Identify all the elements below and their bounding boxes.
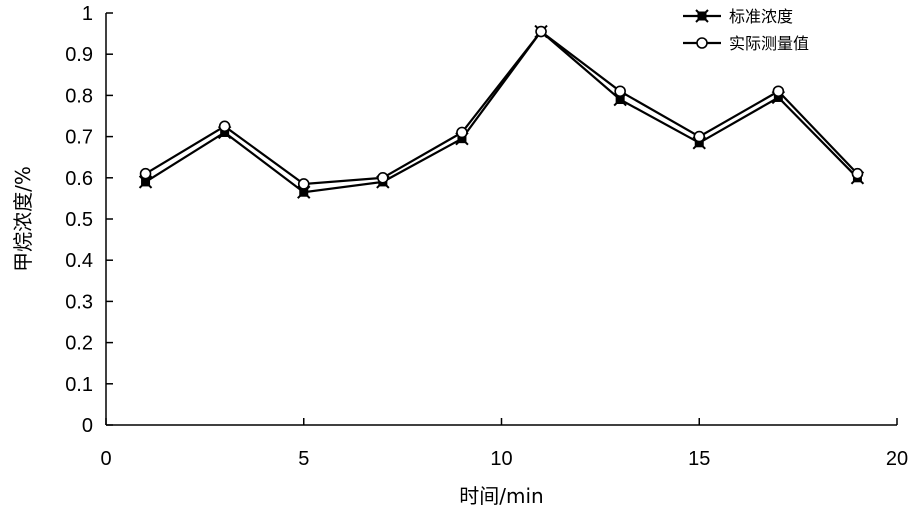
y-axis-label: 甲烷浓度/%: [11, 166, 35, 272]
data-point: [614, 85, 626, 98]
data-point: [138, 175, 153, 189]
legend-label: 标准浓度: [729, 7, 793, 26]
series-line: [145, 29, 859, 186]
y-tick-label: 0.1: [65, 374, 93, 396]
x-axis-label: 时间/min: [459, 484, 543, 508]
legend-marker: [696, 37, 708, 49]
data-point: [851, 167, 864, 180]
legend-item-1: 标准浓度: [683, 7, 793, 26]
legend-item-2: 实际测量值: [683, 34, 809, 53]
y-tick-label: 0.3: [65, 291, 93, 313]
y-tick-label: 0.2: [65, 333, 93, 355]
legend-label: 实际测量值: [729, 34, 809, 53]
series-2: [139, 25, 864, 190]
y-tick-label: 0.6: [65, 168, 93, 190]
data-point: [772, 85, 785, 98]
x-tick-label: 15: [688, 448, 710, 470]
legend-marker: [695, 9, 709, 23]
y-tick-label: 0.7: [65, 127, 93, 149]
series-layer: [138, 24, 865, 199]
data-point: [535, 25, 547, 38]
data-point: [456, 126, 468, 139]
marker-cross: [138, 175, 153, 189]
marker-cross: [297, 185, 311, 199]
y-tick-label: 0.8: [65, 85, 93, 107]
data-point: [297, 185, 311, 199]
data-point: [377, 172, 389, 184]
x-tick-label: 0: [100, 448, 111, 470]
marker-cross: [613, 92, 627, 107]
axes: 00.10.20.30.40.50.60.70.80.910 5 10 15 20: [65, 3, 908, 470]
x-tick-label: 20: [886, 448, 908, 470]
data-point: [218, 120, 231, 133]
marker-cross: [695, 9, 709, 23]
y-tick-label: 0.5: [65, 209, 93, 231]
y-tick-label: 1: [82, 3, 93, 25]
data-point: [613, 92, 627, 107]
y-tick-label: 0.4: [65, 250, 93, 272]
data-point: [693, 130, 706, 143]
series-line: [145, 29, 859, 194]
x-tick-label: 10: [490, 448, 512, 470]
y-tick-label: 0.9: [65, 44, 93, 66]
x-tick-label: 5: [298, 448, 309, 470]
y-tick-label: 0: [82, 415, 93, 437]
data-point: [139, 167, 152, 180]
data-point: [297, 178, 310, 190]
